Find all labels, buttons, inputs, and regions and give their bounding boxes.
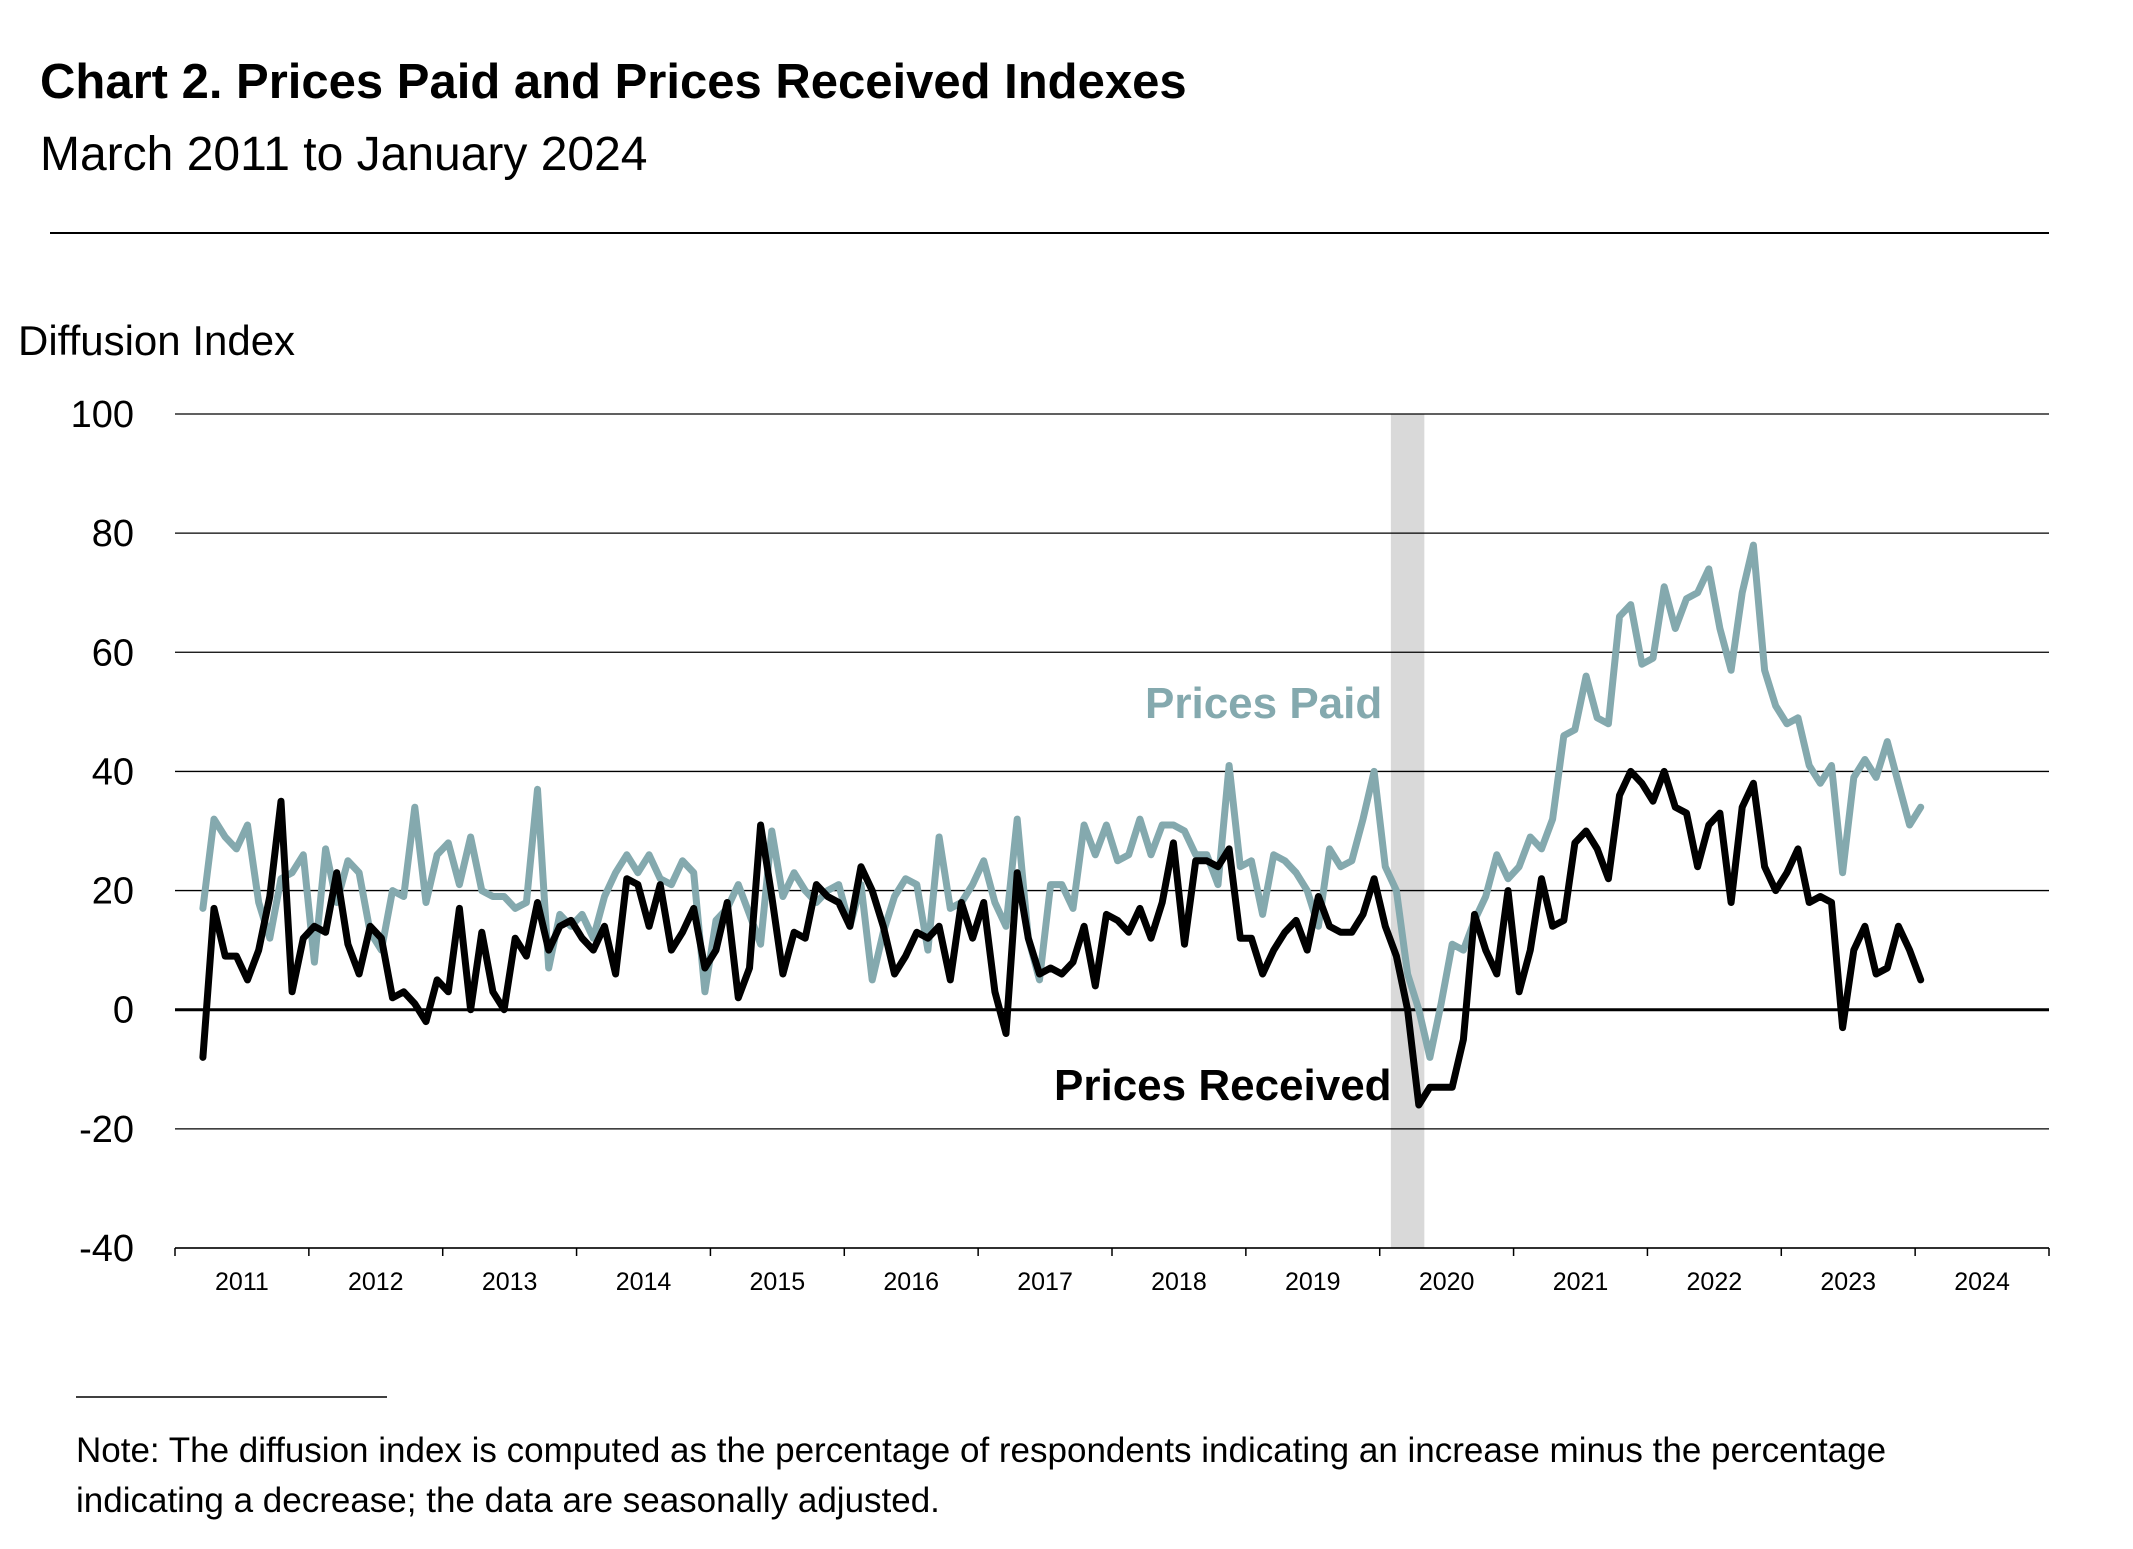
x-tick-label: 2019 [1285, 1268, 1341, 1296]
x-tick-label: 2018 [1151, 1268, 1207, 1296]
chart-title: Chart 2. Prices Paid and Prices Received… [40, 55, 1187, 109]
x-tick-label: 2011 [215, 1268, 269, 1296]
series-label-prices-paid: Prices Paid [1145, 679, 1382, 728]
x-tick-label: 2021 [1553, 1268, 1609, 1296]
series-label-prices-received: Prices Received [1054, 1061, 1392, 1110]
y-tick-label: -40 [79, 1228, 134, 1270]
x-tick-label: 2015 [750, 1268, 806, 1296]
note-line-2: indicating a decrease; the data are seas… [76, 1481, 940, 1520]
y-tick-label: 80 [92, 513, 134, 555]
x-tick-label: 2020 [1419, 1268, 1475, 1296]
y-axis-label: Diffusion Index [18, 317, 295, 364]
y-tick-label: 40 [92, 751, 134, 793]
x-tick-label: 2014 [616, 1268, 672, 1296]
x-tick-label: 2013 [482, 1268, 538, 1296]
x-tick-label: 2024 [1954, 1268, 2010, 1296]
x-tick-label: 2017 [1017, 1268, 1073, 1296]
y-tick-label: 100 [71, 394, 134, 436]
x-tick-label: 2016 [883, 1268, 939, 1296]
note-line-1: Note: The diffusion index is computed as… [76, 1431, 1886, 1470]
y-tick-label: -20 [79, 1109, 134, 1151]
y-tick-label: 60 [92, 632, 134, 674]
x-tick-label: 2012 [348, 1268, 404, 1296]
y-tick-label: 20 [92, 871, 134, 913]
x-tick-label: 2022 [1687, 1268, 1743, 1296]
recession-shading [1390, 414, 1425, 1248]
chart-subtitle: March 2011 to January 2024 [40, 128, 648, 181]
series-line-prices-received [199, 767, 1925, 1109]
y-tick-label: 0 [113, 990, 134, 1032]
x-tick-label: 2023 [1820, 1268, 1876, 1296]
series-line-prices-paid [199, 541, 1925, 1061]
